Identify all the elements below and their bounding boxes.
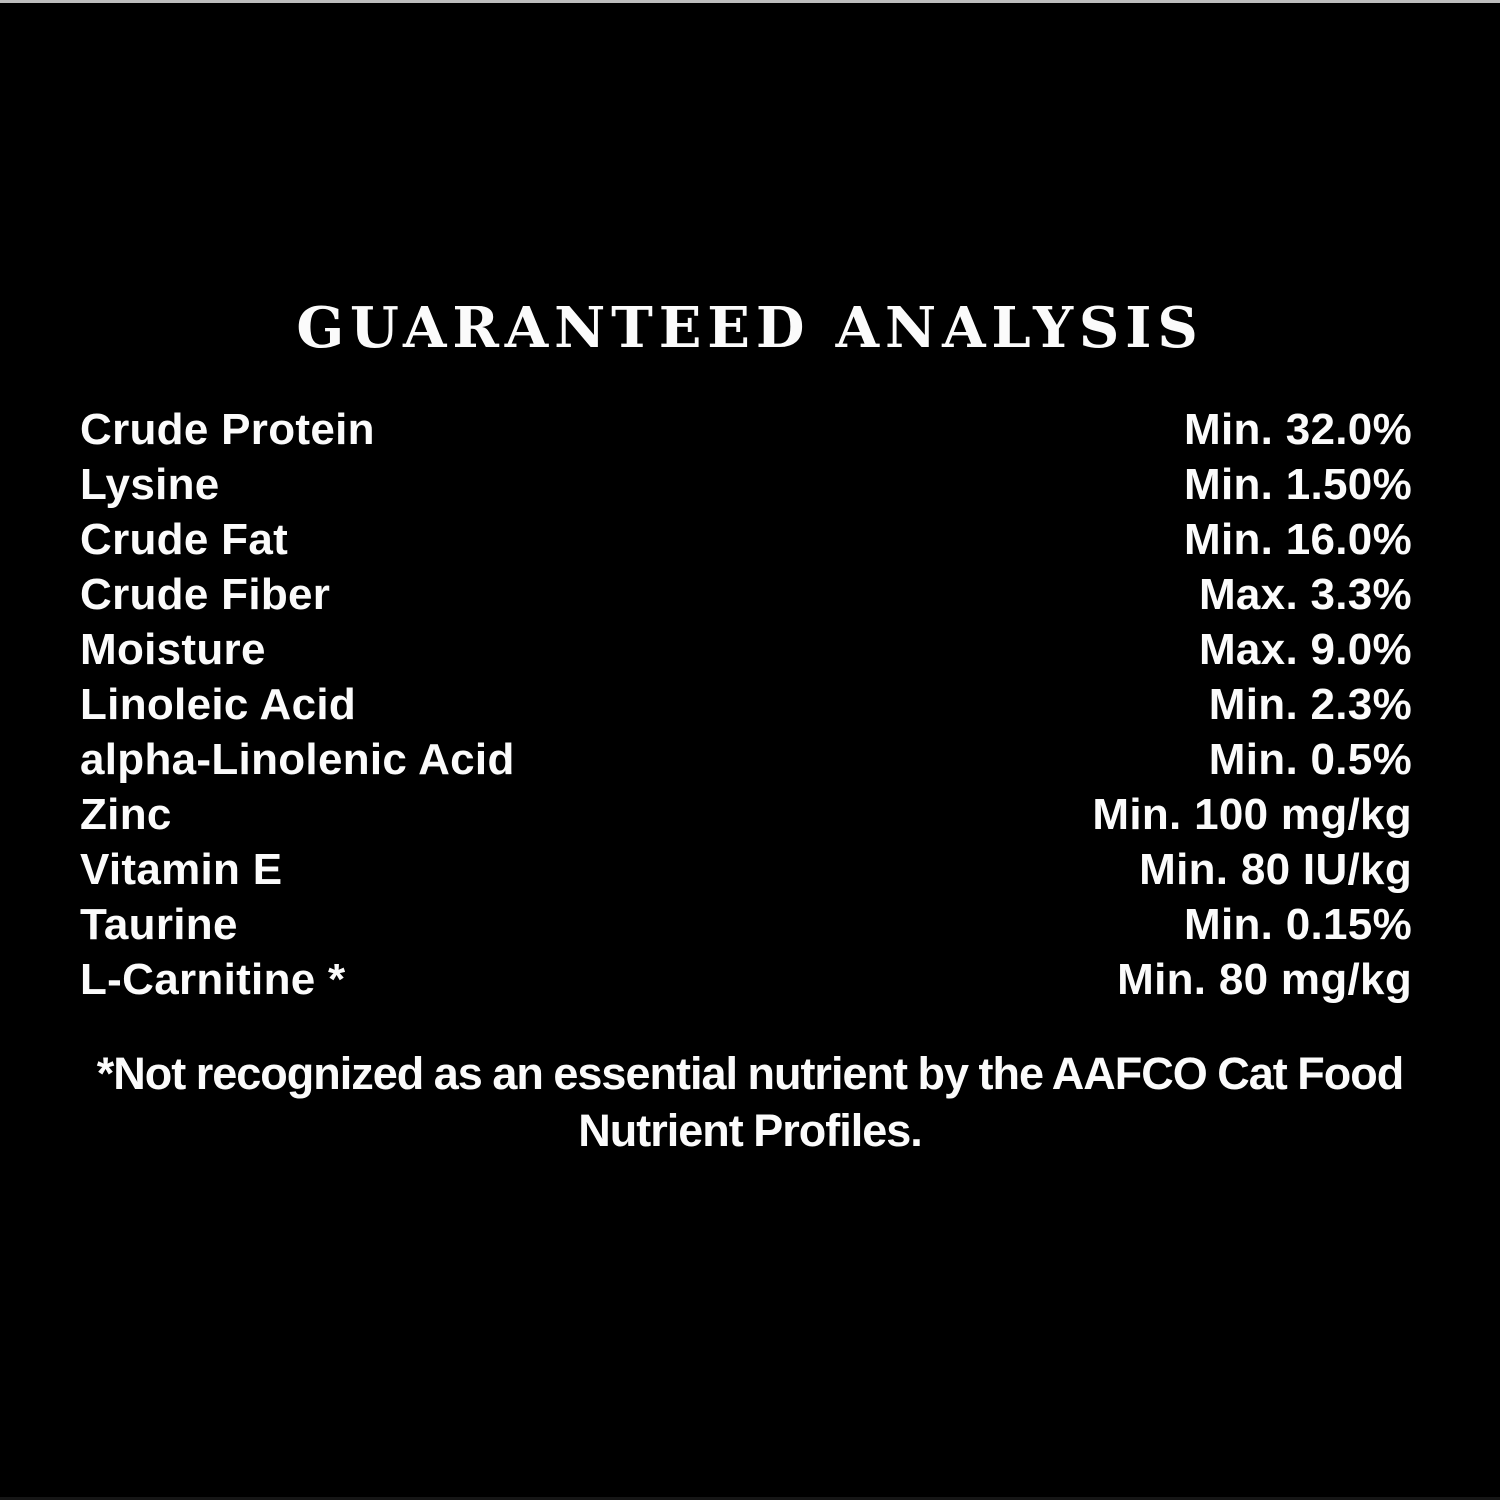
analysis-row: Crude Fiber Max. 3.3% — [80, 567, 1412, 622]
bottom-edge-line — [0, 1497, 1500, 1500]
analysis-row: alpha-Linolenic Acid Min. 0.5% — [80, 732, 1412, 787]
nutrient-value: Min. 80 mg/kg — [1117, 955, 1412, 1004]
analysis-row: Taurine Min. 0.15% — [80, 897, 1412, 952]
analysis-row: Linoleic Acid Min. 2.3% — [80, 677, 1412, 732]
nutrient-name: Crude Fat — [80, 515, 289, 564]
nutrient-name: Moisture — [80, 625, 266, 674]
analysis-row: Vitamin E Min. 80 IU/kg — [80, 842, 1412, 897]
analysis-row: L-Carnitine * Min. 80 mg/kg — [80, 952, 1412, 1007]
nutrient-name: alpha-Linolenic Acid — [80, 735, 515, 784]
nutrient-value: Max. 9.0% — [1198, 625, 1412, 674]
nutrient-value: Min. 0.5% — [1208, 735, 1412, 784]
nutrient-name: Crude Fiber — [80, 570, 331, 619]
nutrient-value: Max. 3.3% — [1198, 570, 1412, 619]
top-edge-line — [0, 0, 1500, 3]
nutrient-value: Min. 100 mg/kg — [1092, 790, 1412, 839]
nutrient-name: L-Carnitine * — [80, 955, 346, 1004]
analysis-row: Moisture Max. 9.0% — [80, 622, 1412, 677]
nutrient-value: Min. 16.0% — [1184, 515, 1412, 564]
analysis-row: Lysine Min. 1.50% — [80, 457, 1412, 512]
analysis-row: Crude Fat Min. 16.0% — [80, 512, 1412, 567]
nutrient-name: Vitamin E — [80, 845, 283, 894]
analysis-row: Crude Protein Min. 32.0% — [80, 402, 1412, 457]
nutrient-value: Min. 2.3% — [1208, 680, 1412, 729]
nutrient-name: Crude Protein — [80, 405, 375, 454]
nutrient-value: Min. 80 IU/kg — [1139, 845, 1412, 894]
nutrient-name: Taurine — [80, 900, 238, 949]
page-title: GUARANTEED ANALYSIS — [296, 295, 1204, 361]
nutrient-name: Lysine — [80, 460, 220, 509]
analysis-row: Zinc Min. 100 mg/kg — [80, 787, 1412, 842]
nutrient-value: Min. 0.15% — [1184, 900, 1412, 949]
nutrient-value: Min. 1.50% — [1184, 460, 1412, 509]
nutrient-name: Zinc — [80, 790, 172, 839]
analysis-table: Crude Protein Min. 32.0% Lysine Min. 1.5… — [80, 402, 1412, 1007]
footnote: *Not recognized as an essential nutrient… — [96, 1048, 1405, 1156]
nutrient-name: Linoleic Acid — [80, 680, 357, 729]
nutrient-value: Min. 32.0% — [1184, 405, 1412, 454]
